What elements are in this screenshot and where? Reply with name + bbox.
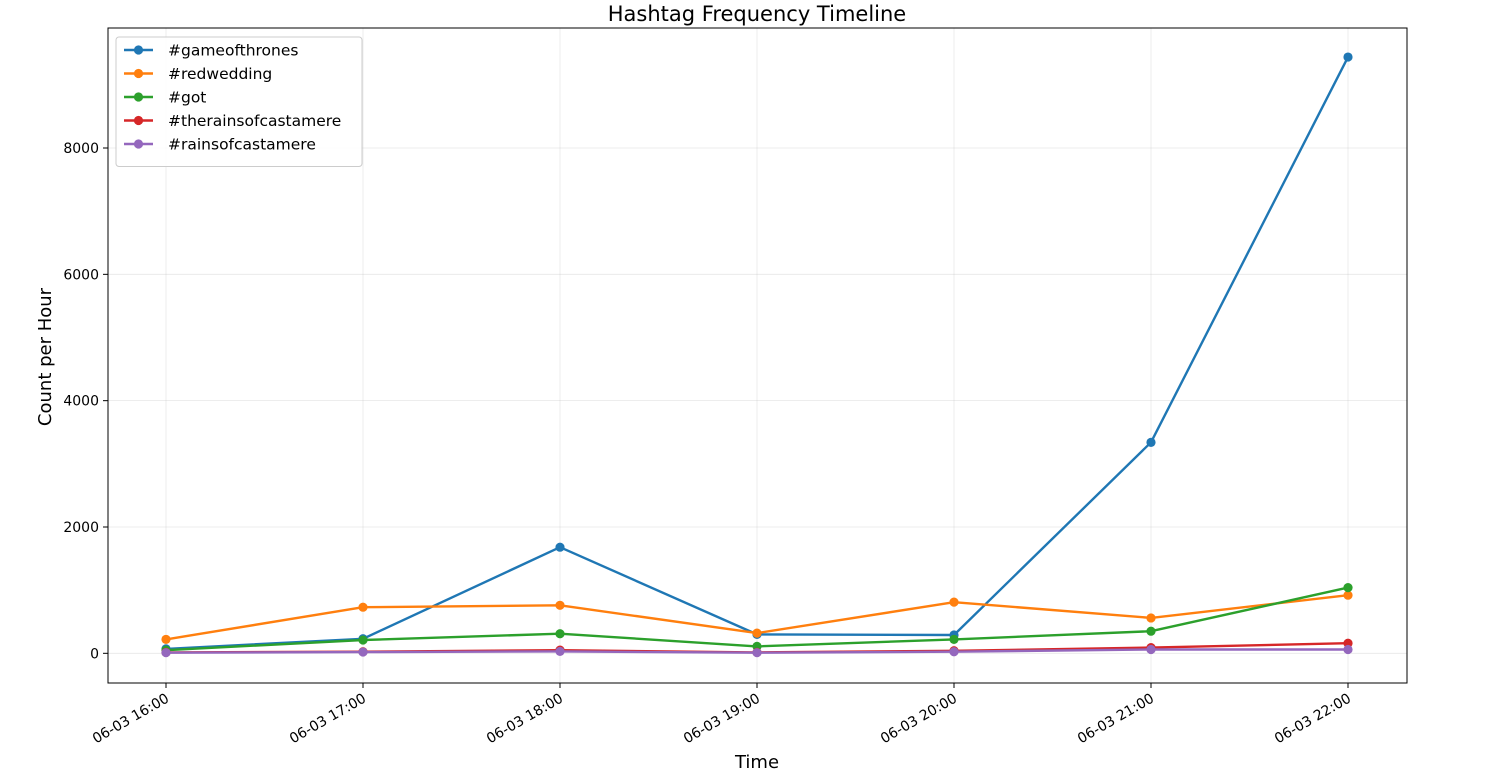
data-point [1343,590,1353,600]
y-tick-label: 2000 [63,520,99,536]
legend-entry: #got [168,89,206,107]
data-point [752,628,762,638]
data-point [555,600,565,610]
data-point [1343,52,1353,62]
data-point [949,634,959,645]
legend-marker [133,92,144,102]
y-tick-label: 8000 [63,141,99,157]
data-point [949,597,959,607]
data-point [752,648,762,658]
y-axis-label: Count per Hour [35,287,56,426]
data-point [1343,638,1353,648]
data-point [1343,583,1353,593]
data-point [1146,644,1156,655]
data-point [358,647,368,657]
legend-entry: #gameofthrones [168,42,298,60]
legend-marker [133,68,144,79]
y-tick-label: 0 [90,646,99,662]
legend-entry: #rainsofcastamere [168,136,316,154]
legend-marker [133,45,144,55]
legend-entry: #redwedding [168,65,272,83]
legend-marker [133,139,144,149]
data-point [1146,613,1156,623]
data-point [358,635,368,645]
legend-box [115,36,363,167]
data-point [358,602,368,612]
data-point [949,647,959,657]
data-point [161,648,171,658]
legend-entry: #therainsofcastamere [168,112,341,130]
x-axis-label: Time [734,752,779,773]
data-point [161,634,171,645]
data-point [1146,437,1156,447]
y-tick-label: 6000 [63,267,99,283]
data-point [555,629,565,639]
legend-marker [133,115,144,126]
plot-frame [107,27,1408,684]
data-point [555,646,565,657]
data-point [1146,626,1156,636]
data-point [1343,644,1353,655]
data-point [555,542,565,552]
y-tick-label: 4000 [63,394,99,410]
legend: #gameofthrones #redwedding #got #therainsof… [115,36,363,167]
chart-title: Hashtag Frequency Timeline [608,2,906,26]
